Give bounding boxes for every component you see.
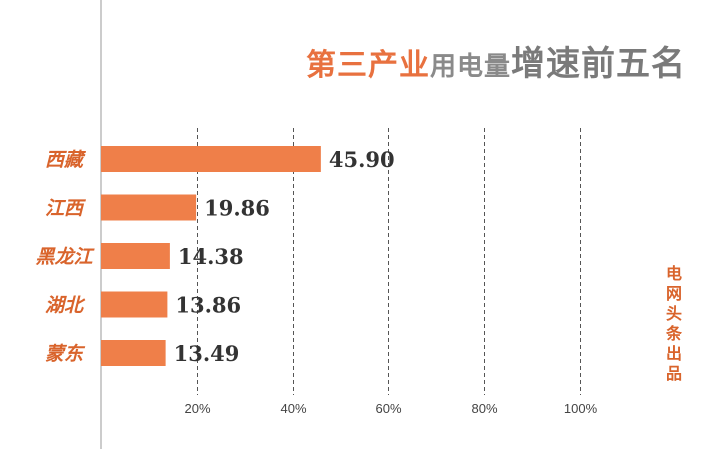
category-label: 西藏 [45, 149, 87, 171]
category-label: 湖北 [45, 295, 86, 317]
category-label: 江西 [45, 198, 86, 220]
bar [101, 340, 166, 366]
bar [101, 291, 168, 318]
value-label: 13.86 [175, 293, 241, 318]
grid-layer [197, 128, 581, 395]
x-tick-label: 20% [184, 401, 210, 416]
bar [101, 194, 197, 221]
value-label: 19.86 [204, 196, 270, 221]
source-credit: 电网头条出品 [665, 264, 682, 383]
x-tick-label: 60% [375, 401, 401, 416]
x-tick-label: 80% [471, 401, 497, 416]
bar-layer [101, 146, 321, 366]
value-label: 45.90 [329, 147, 395, 172]
x-tick-label: 100% [564, 401, 598, 416]
x-tick-label: 40% [280, 401, 306, 416]
value-label: 14.38 [178, 244, 244, 269]
title-part-main: 增速前五名 [511, 44, 686, 84]
value-label: 13.49 [174, 341, 240, 366]
bar [101, 243, 170, 269]
title-part-middle: 用电量 [429, 52, 511, 82]
category-label: 黑龙江 [35, 246, 95, 268]
category-label: 蒙东 [45, 343, 86, 365]
bar [101, 146, 321, 172]
title-part-highlight: 第三产业 [305, 48, 430, 83]
label-layer: 20% 40% 60% 80% 100% 西藏 45.90 江西 19.86 黑龙江 14.38 湖北… [35, 147, 597, 416]
chart-title: 第三产业 用电量 增速前五名 [306, 36, 686, 85]
